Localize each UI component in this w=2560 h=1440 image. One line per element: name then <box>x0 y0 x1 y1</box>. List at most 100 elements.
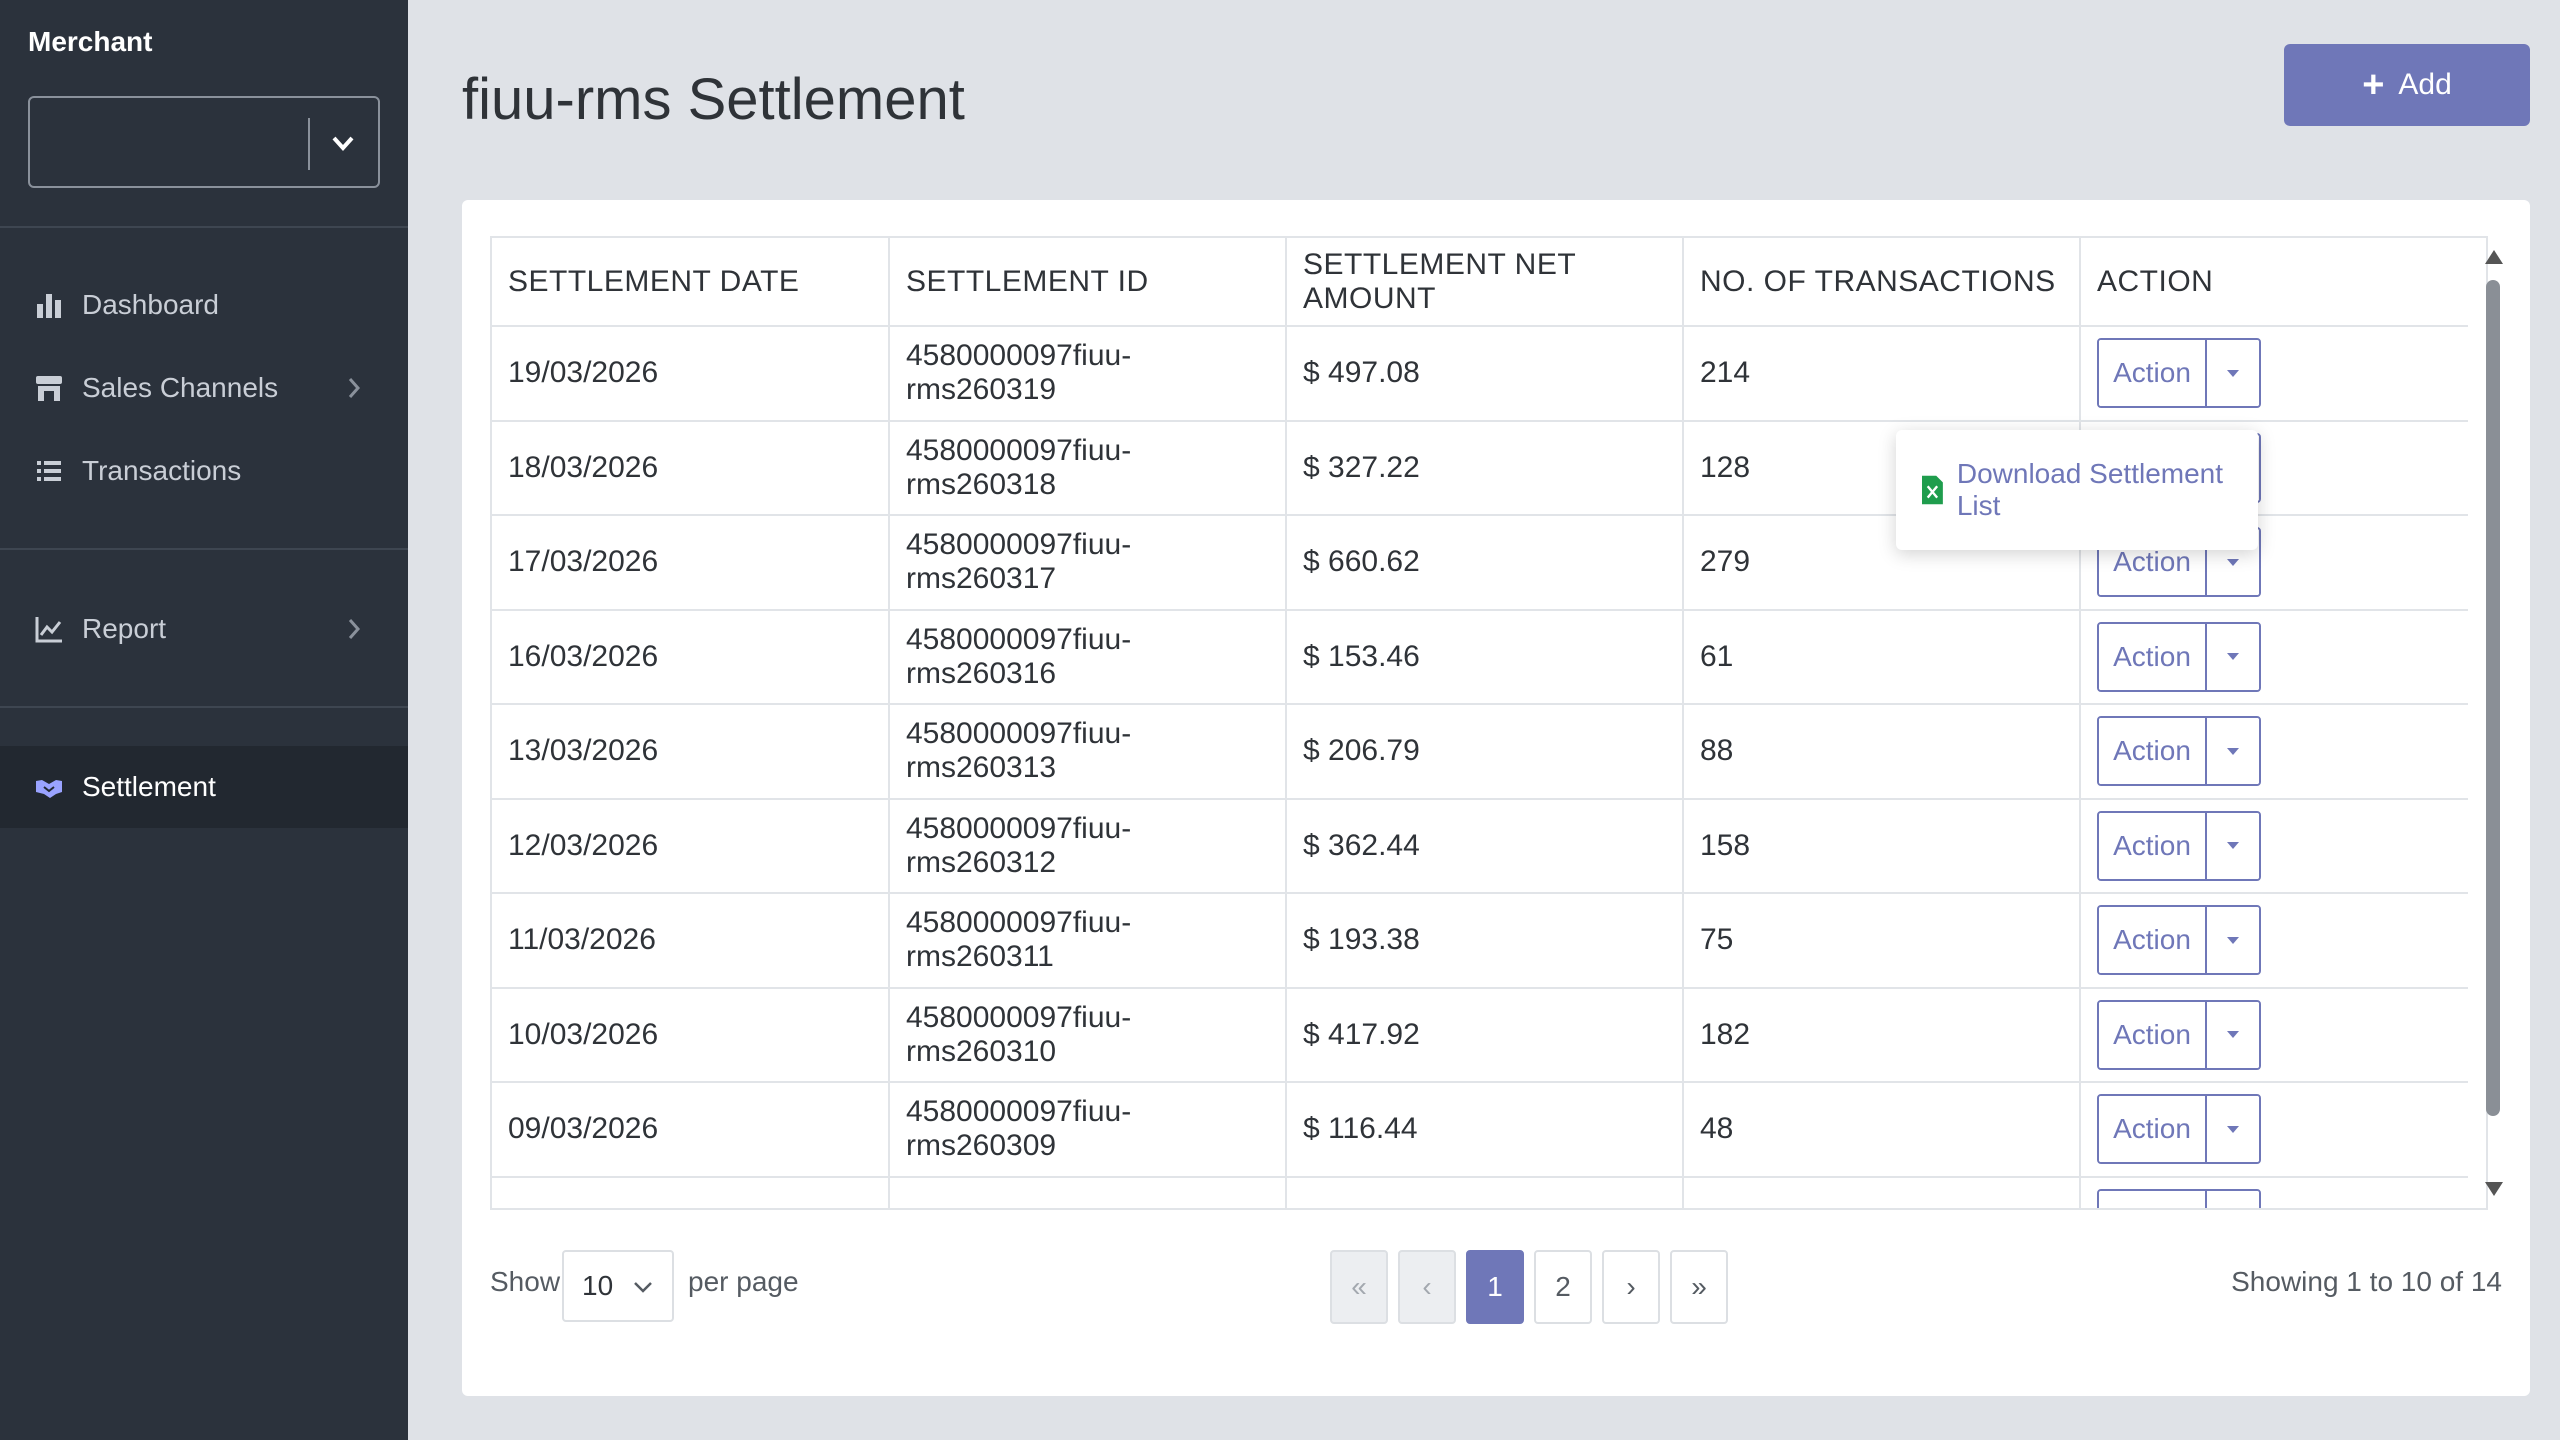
caret-down-icon <box>2227 747 2239 755</box>
chevron-right-icon <box>348 619 361 639</box>
action-dropdown-menu: Download Settlement List <box>1896 430 2258 550</box>
action-button-group: Action <box>2097 905 2261 976</box>
page-2-button[interactable]: 2 <box>1534 1250 1592 1324</box>
table-scrollbar[interactable] <box>2480 236 2504 1210</box>
scroll-down-arrow-icon[interactable] <box>2485 1182 2503 1196</box>
table-row: 09/03/2026 4580000097fiuu-rms260309 $ 116.… <box>492 1082 2468 1178</box>
action-cell: Action <box>2080 1176 2468 1208</box>
settlement-date-cell: 12/03/2026 <box>492 798 890 894</box>
bar-chart-icon <box>37 294 61 318</box>
per-page-select[interactable]: 10 <box>562 1250 674 1322</box>
net-amount-cell: $ 327.22 <box>1286 420 1684 516</box>
action-button[interactable]: Action <box>2099 907 2205 974</box>
page-next-button[interactable]: › <box>1602 1250 1660 1324</box>
action-dropdown-toggle[interactable] <box>2205 718 2259 785</box>
table-header-row: SETTLEMENT DATE SETTLEMENT ID SETTLEMENT… <box>492 238 2468 327</box>
page-last-button[interactable]: » <box>1670 1250 1728 1324</box>
scroll-up-arrow-icon[interactable] <box>2485 250 2503 264</box>
sidebar-divider <box>0 226 408 228</box>
merchant-select[interactable] <box>28 96 380 188</box>
page-title: fiuu-rms Settlement <box>462 67 965 132</box>
action-dropdown-toggle[interactable] <box>2205 1190 2259 1208</box>
table-row: 16/03/2026 4580000097fiuu-rms260316 $ 153.… <box>492 609 2468 705</box>
settlement-date-cell: 11/03/2026 <box>492 893 890 989</box>
add-button[interactable]: + Add <box>2284 44 2530 126</box>
net-amount-cell: $ 116.44 <box>1286 1082 1684 1178</box>
add-button-label: Add <box>2398 68 2452 101</box>
action-dropdown-toggle[interactable] <box>2205 623 2259 690</box>
caret-down-icon <box>2227 842 2239 850</box>
column-header-settlement-id[interactable]: SETTLEMENT ID <box>889 238 1287 327</box>
page-1-button[interactable]: 1 <box>1466 1250 1524 1324</box>
action-dropdown-toggle[interactable] <box>2205 1096 2259 1163</box>
caret-down-icon <box>2227 369 2239 377</box>
action-button-group: Action <box>2097 716 2261 787</box>
action-dropdown-toggle[interactable] <box>2205 340 2259 407</box>
sidebar-item-settlement[interactable]: Settlement <box>0 746 408 828</box>
action-button[interactable]: Action <box>2099 812 2205 879</box>
sidebar-item-report[interactable]: Report <box>0 588 408 670</box>
action-button-group: Action <box>2097 621 2261 692</box>
scroll-thumb[interactable] <box>2486 280 2500 1116</box>
settlement-date-cell: 09/03/2026 <box>492 1082 890 1178</box>
action-button-group: Action <box>2097 1188 2261 1208</box>
action-button[interactable]: Action <box>2099 1190 2205 1208</box>
chevron-down-icon <box>332 136 354 151</box>
list-icon <box>37 461 61 481</box>
action-button-group: Action <box>2097 999 2261 1070</box>
sidebar-item-dashboard[interactable]: Dashboard <box>0 264 408 346</box>
net-amount-cell <box>1286 1176 1684 1208</box>
table-row: 17/03/2026 4580000097fiuu-rms260317 $ 660.… <box>492 515 2468 611</box>
sidebar-item-label: Dashboard <box>82 289 219 320</box>
settlement-id-cell: 4580000097fiuu-rms260317 <box>889 515 1287 611</box>
sidebar-item-sales-channels[interactable]: Sales Channels <box>0 347 408 429</box>
net-amount-cell: $ 206.79 <box>1286 704 1684 800</box>
action-button-group: Action <box>2097 338 2261 409</box>
column-header-settlement-date[interactable]: SETTLEMENT DATE <box>492 238 890 327</box>
settlement-id-cell: 4580000097fiuu-rms260312 <box>889 798 1287 894</box>
sidebar-item-transactions[interactable]: Transactions <box>0 430 408 512</box>
caret-down-icon <box>2227 1125 2239 1133</box>
net-amount-cell: $ 193.38 <box>1286 893 1684 989</box>
action-dropdown-toggle[interactable] <box>2205 1001 2259 1068</box>
page-first-button[interactable]: « <box>1330 1250 1388 1324</box>
settlement-table: SETTLEMENT DATE SETTLEMENT ID SETTLEMENT… <box>492 238 2468 1208</box>
action-button[interactable]: Action <box>2099 1096 2205 1163</box>
settlement-id-cell: 4580000097fiuu-rms260313 <box>889 704 1287 800</box>
sidebar-divider <box>0 706 408 708</box>
caret-down-icon <box>2227 558 2239 566</box>
action-button[interactable]: Action <box>2099 340 2205 407</box>
action-button-group: Action <box>2097 1094 2261 1165</box>
page-prev-button[interactable]: ‹ <box>1398 1250 1456 1324</box>
action-dropdown-toggle[interactable] <box>2205 907 2259 974</box>
sidebar: Merchant Dashboard Sales Channels <box>0 0 408 1440</box>
action-button[interactable]: Action <box>2099 1001 2205 1068</box>
transactions-count-cell: 88 <box>1683 704 2081 800</box>
settlement-card: SETTLEMENT DATE SETTLEMENT ID SETTLEMENT… <box>462 200 2530 1396</box>
column-header-transactions[interactable]: NO. OF TRANSACTIONS <box>1683 238 2081 327</box>
settlement-date-cell: 17/03/2026 <box>492 515 890 611</box>
settlement-date-cell: 10/03/2026 <box>492 987 890 1083</box>
per-page-value: 10 <box>582 1270 614 1301</box>
action-button[interactable]: Action <box>2099 718 2205 785</box>
action-button[interactable]: Action <box>2099 623 2205 690</box>
column-header-net-amount[interactable]: SETTLEMENT NET AMOUNT <box>1286 238 1684 327</box>
net-amount-cell: $ 362.44 <box>1286 798 1684 894</box>
table-row: 19/03/2026 4580000097fiuu-rms260319 $ 497.… <box>492 326 2468 422</box>
line-chart-icon <box>35 617 62 643</box>
download-settlement-list-item[interactable]: Download Settlement List <box>1956 458 2224 521</box>
transactions-count-cell: 158 <box>1683 798 2081 894</box>
net-amount-cell: $ 497.08 <box>1286 326 1684 422</box>
action-button-group: Action <box>2097 810 2261 881</box>
settlement-id-cell: 4580000097fiuu-rms260309 <box>889 1082 1287 1178</box>
merchant-label: Merchant <box>28 26 153 57</box>
transactions-count-cell: 75 <box>1683 893 2081 989</box>
sidebar-item-label: Sales Channels <box>82 372 279 403</box>
settlement-table-container[interactable]: SETTLEMENT DATE SETTLEMENT ID SETTLEMENT… <box>490 236 2488 1210</box>
action-cell: Action <box>2080 515 2468 611</box>
action-cell: Action <box>2080 609 2468 705</box>
action-dropdown-toggle[interactable] <box>2205 812 2259 879</box>
transactions-count-cell <box>1683 1176 2081 1208</box>
action-cell: Action <box>2080 893 2468 989</box>
transactions-count-cell: 182 <box>1683 987 2081 1083</box>
